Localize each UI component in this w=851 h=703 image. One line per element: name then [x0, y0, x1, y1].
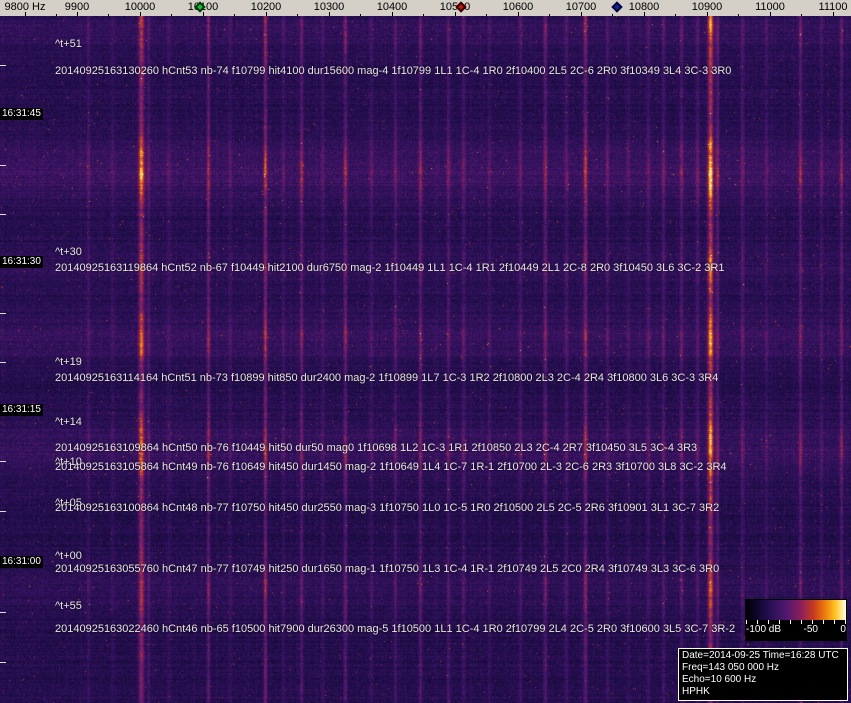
freq-tick-mark [25, 12, 26, 16]
freq-tick-mark [581, 12, 582, 16]
time-label: 16:31:45 [0, 108, 43, 120]
spectrogram-canvas[interactable] [0, 16, 851, 703]
freq-minor-tick-mark [56, 14, 57, 16]
freq-minor-tick-mark [108, 14, 109, 16]
frequency-scale: 9800 Hz990010000101001020010300104001050… [0, 0, 851, 16]
time-tick [0, 214, 6, 215]
freq-minor-tick-mark [486, 14, 487, 16]
info-box: Date=2014-09-25 Time=16:28 UTC Freq=143 … [678, 648, 848, 701]
freq-minor-tick-mark [360, 14, 361, 16]
annotation-tag: ^t+55 [55, 600, 82, 612]
time-tick [0, 612, 6, 613]
freq-minor-tick-mark [612, 14, 613, 16]
time-tick [0, 511, 6, 512]
freq-tick-label: 10800 [628, 1, 660, 13]
freq-tick-label: 11000 [755, 1, 785, 13]
annotation-line: 20140925163105864 hCnt49 nb-76 f10649 hi… [55, 461, 727, 473]
freq-tick-label: 10200 [250, 1, 282, 13]
freq-tick-label: 11100 [818, 1, 848, 13]
info-station: HPHK [682, 686, 710, 697]
freq-tick-label: 10000 [124, 1, 156, 13]
annotation-tag: ^t+30 [55, 246, 82, 258]
annotation-tag: ^t+05 [55, 497, 82, 509]
time-tick [0, 362, 6, 363]
freq-tick-mark [329, 12, 330, 16]
colorbar-max-label: 0 [840, 624, 846, 635]
freq-minor-tick-mark [297, 14, 298, 16]
freq-tick-label: 10700 [565, 1, 597, 13]
freq-tick-label: 10300 [313, 1, 345, 13]
freq-tick-mark [140, 12, 141, 16]
freq-tick-mark [266, 12, 267, 16]
freq-tick-label: 9800 Hz [4, 1, 46, 13]
colorbar-labels: -100 dB -50 0 [746, 624, 846, 636]
annotation-line: 20140925163109864 hCnt50 nb-76 f10449 hi… [55, 442, 698, 454]
annotation-tag: ^t+14 [55, 416, 82, 428]
freq-tick-mark [455, 12, 456, 16]
info-date-time: Date=2014-09-25 Time=16:28 UTC [682, 650, 839, 661]
freq-tick-mark [833, 12, 834, 16]
annotation-line: 20140925163119864 hCnt52 nb-67 f10449 hi… [55, 262, 725, 274]
colorbar-tick-marks [746, 620, 846, 624]
annotation-line: 20140925163022460 hCnt46 nb-65 f10500 hi… [55, 623, 736, 635]
freq-tick-mark [203, 12, 204, 16]
annotation-tag: ^t+10 [55, 456, 82, 468]
freq-minor-tick-mark [675, 14, 676, 16]
freq-tick-mark [77, 12, 78, 16]
annotation-tag: ^t+51 [55, 38, 82, 50]
freq-minor-tick-mark [423, 14, 424, 16]
freq-tick-label: 10400 [376, 1, 408, 13]
freq-minor-tick-mark [801, 14, 802, 16]
time-label: 16:31:00 [0, 556, 43, 568]
freq-minor-tick-mark [549, 14, 550, 16]
annotation-tag: ^t+19 [55, 356, 82, 368]
freq-tick-mark [392, 12, 393, 16]
freq-tick-mark [644, 12, 645, 16]
time-tick [0, 165, 6, 166]
annotation-tag: ^t+00 [55, 550, 82, 562]
info-frequency: Freq=143 050 000 Hz [682, 662, 780, 673]
annotation-line: 20140925163055760 hCnt47 nb-77 f10749 hi… [55, 563, 720, 575]
freq-tick-label: 10900 [691, 1, 723, 13]
freq-tick-label: 10600 [502, 1, 534, 13]
freq-tick-mark [707, 12, 708, 16]
colorbar-mid-label: -50 [803, 624, 818, 635]
annotation-line: 20140925163100864 hCnt48 nb-77 f10750 hi… [55, 502, 720, 514]
time-label: 16:31:15 [0, 404, 43, 416]
time-tick [0, 313, 6, 314]
colorbar: -100 dB -50 0 [745, 599, 847, 641]
freq-tick-mark [518, 12, 519, 16]
time-tick [0, 65, 6, 66]
time-tick [0, 461, 6, 462]
time-label: 16:31:30 [0, 256, 43, 268]
freq-minor-tick-mark [738, 14, 739, 16]
freq-tick-label: 9900 [64, 1, 90, 13]
info-echo: Echo=10 600 Hz [682, 674, 757, 685]
annotation-line: 20140925163130260 hCnt53 nb-74 f10799 hi… [55, 65, 732, 77]
freq-tick-mark [770, 12, 771, 16]
freq-minor-tick-mark [171, 14, 172, 16]
colorbar-gradient [746, 600, 846, 620]
freq-minor-tick-mark [234, 14, 235, 16]
colorbar-min-label: -100 dB [746, 624, 782, 635]
blue-marker[interactable] [611, 1, 623, 13]
annotation-line: 20140925163114164 hCnt51 nb-73 f10899 hi… [55, 372, 719, 384]
time-tick [0, 662, 6, 663]
